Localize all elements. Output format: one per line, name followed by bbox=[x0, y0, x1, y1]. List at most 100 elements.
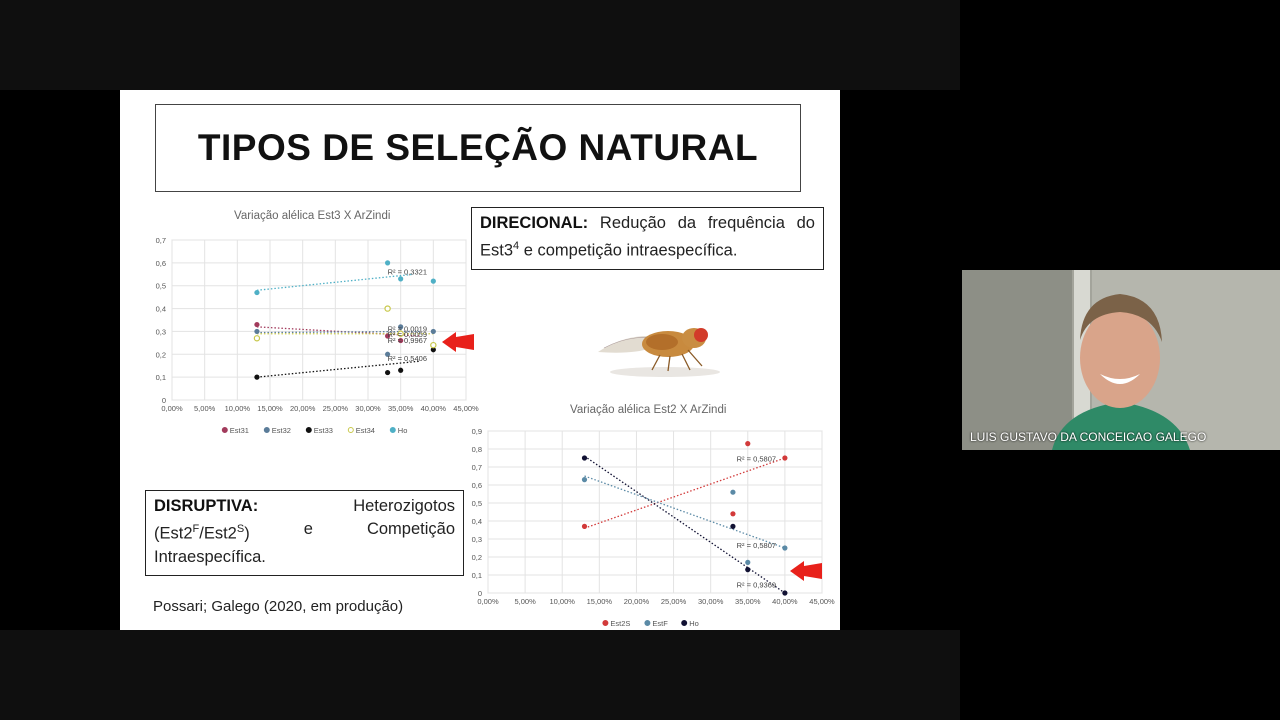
x-tick-label: 35,00% bbox=[388, 404, 414, 413]
allele-slash: /Est2 bbox=[199, 524, 237, 543]
x-tick-label: 20,00% bbox=[290, 404, 316, 413]
data-point-estf bbox=[581, 477, 588, 483]
x-tick-label: 20,00% bbox=[624, 597, 650, 606]
y-tick-label: 0,2 bbox=[156, 350, 166, 359]
y-tick-label: 0,7 bbox=[472, 463, 482, 472]
r-squared-label: R² = 0,0019 bbox=[388, 324, 427, 333]
data-point-estf bbox=[782, 545, 788, 551]
y-tick-label: 0,2 bbox=[472, 553, 482, 562]
y-tick-label: 0,4 bbox=[472, 517, 482, 526]
data-point-est34 bbox=[397, 330, 404, 337]
y-tick-label: 0,9 bbox=[472, 427, 482, 436]
data-point-est33 bbox=[398, 367, 404, 373]
legend-marker-est34 bbox=[347, 427, 354, 433]
data-point-est33 bbox=[430, 347, 436, 353]
participant-video-feed bbox=[962, 270, 1280, 450]
r-squared-label: R² = 0,0059 bbox=[388, 330, 427, 339]
legend-label-est32: Est32 bbox=[272, 426, 291, 435]
data-point-est31 bbox=[398, 337, 404, 344]
data-point-est33 bbox=[254, 374, 260, 380]
y-tick-label: 0,6 bbox=[156, 259, 166, 268]
data-point-est34 bbox=[253, 335, 261, 342]
slide-title-box: TIPOS DE SELEÇÃO NATURAL bbox=[155, 104, 801, 192]
data-point-est31 bbox=[254, 321, 260, 328]
data-point-estf bbox=[745, 559, 751, 565]
slide-title: TIPOS DE SELEÇÃO NATURAL bbox=[197, 127, 759, 168]
r-squared-label: R² = 0,3321 bbox=[388, 267, 427, 276]
video-bottom-letterbox bbox=[0, 630, 960, 720]
data-point-ho bbox=[581, 455, 588, 461]
data-point-est34 bbox=[384, 305, 391, 312]
direcional-heading: DIRECIONAL: bbox=[480, 214, 589, 232]
x-tick-label: 0,00% bbox=[477, 597, 499, 606]
legend-marker-est33 bbox=[305, 427, 312, 433]
disruptiva-heterozigotos: Heterozigotos bbox=[353, 497, 455, 515]
data-point-est33 bbox=[385, 369, 391, 376]
legend-marker-ho bbox=[681, 620, 688, 626]
x-tick-label: 30,00% bbox=[698, 597, 724, 606]
participant-name-label: LUIS GUSTAVO DA CONCEICAO GALEGO bbox=[970, 430, 1207, 444]
direcional-box: DIRECIONAL: Redução da frequência do Est… bbox=[471, 207, 824, 270]
disruptiva-intra: Intraespecífica. bbox=[154, 547, 266, 566]
data-point-ho bbox=[782, 590, 788, 596]
y-tick-label: 0,1 bbox=[156, 373, 166, 382]
legend-label-ho: Ho bbox=[689, 619, 699, 628]
participant-video-tile[interactable]: LUIS GUSTAVO DA CONCEICAO GALEGO bbox=[962, 270, 1280, 450]
y-tick-label: 0,7 bbox=[156, 236, 166, 245]
trendline-estf bbox=[584, 475, 786, 549]
x-tick-label: 35,00% bbox=[735, 597, 761, 606]
x-tick-label: 40,00% bbox=[772, 597, 798, 606]
video-top-letterbox bbox=[0, 0, 960, 90]
data-point-ho bbox=[430, 278, 436, 284]
disruptiva-e: e bbox=[303, 520, 313, 538]
r-squared-label: R² = 0,5406 bbox=[388, 354, 427, 363]
y-tick-label: 0 bbox=[478, 589, 482, 598]
data-point-ho bbox=[398, 276, 404, 282]
direcional-sup: 4 bbox=[513, 240, 520, 252]
red-arrow-indicator bbox=[442, 332, 474, 352]
legend-label-ho: Ho bbox=[398, 426, 408, 435]
legend-label-est31: Est31 bbox=[230, 426, 249, 435]
legend-marker-ho bbox=[389, 427, 396, 433]
data-point-est32 bbox=[398, 324, 404, 330]
x-tick-label: 15,00% bbox=[257, 404, 283, 413]
trendline-est32 bbox=[256, 330, 421, 334]
y-tick-label: 0,4 bbox=[156, 305, 166, 314]
data-point-ho bbox=[385, 260, 391, 266]
allele-sup-f: F bbox=[192, 523, 200, 535]
legend-marker-est32 bbox=[263, 427, 270, 433]
x-tick-label: 45,00% bbox=[809, 597, 835, 606]
y-tick-label: 0,8 bbox=[472, 445, 482, 454]
chart-est2: 0,00% 5,00% 10,00% 15,00% 20,00% 25,00% 30,00%… bbox=[472, 427, 835, 628]
data-point-ho bbox=[745, 567, 751, 573]
allele-est2: (Est2 bbox=[154, 524, 193, 543]
allele-sup-s: S bbox=[236, 523, 245, 535]
fruit-fly-image bbox=[598, 328, 720, 377]
direcional-text-1: Redução da frequência do Est3 bbox=[480, 214, 815, 260]
x-tick-label: 45,00% bbox=[453, 404, 479, 413]
x-tick-label: 40,00% bbox=[421, 404, 447, 413]
disruptiva-competicao: Competição bbox=[366, 520, 455, 538]
data-point-est2s bbox=[730, 511, 736, 517]
allele-paren-close: ) bbox=[244, 524, 250, 543]
y-tick-label: 0,1 bbox=[472, 571, 482, 580]
x-tick-label: 10,00% bbox=[550, 597, 576, 606]
data-point-est32 bbox=[254, 328, 260, 335]
data-point-ho bbox=[254, 289, 260, 296]
y-tick-label: 0,3 bbox=[472, 535, 482, 544]
legend-marker-est31 bbox=[221, 427, 228, 433]
direcional-text-2: e competição intraespecífica. bbox=[519, 241, 738, 260]
y-tick-label: 0,6 bbox=[472, 481, 482, 490]
chart2-title: Variação alélica Est2 X ArZindi bbox=[570, 404, 727, 416]
legend-label-est2s: Est2S bbox=[610, 619, 630, 628]
presentation-slide: TIPOS DE SELEÇÃO NATURAL Variação alélic… bbox=[120, 90, 840, 630]
trendline-est2s bbox=[584, 457, 786, 529]
disruptiva-box: DISRUPTIVA: Heterozigotos (Est2F/Est2S) … bbox=[145, 490, 464, 576]
x-tick-label: 5,00% bbox=[194, 404, 216, 413]
data-point-est2s bbox=[745, 441, 751, 447]
x-tick-label: 5,00% bbox=[514, 597, 536, 606]
x-tick-label: 0,00% bbox=[161, 404, 183, 413]
data-point-estf bbox=[730, 489, 736, 495]
data-point-ho bbox=[730, 523, 736, 529]
trendline-est33 bbox=[256, 360, 421, 378]
